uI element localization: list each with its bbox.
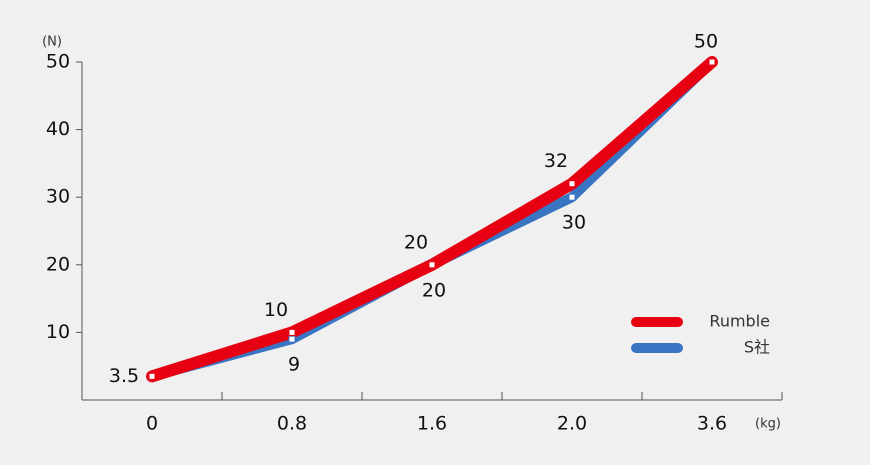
data-label: 3.5 [109,365,139,387]
point [288,335,296,343]
x-tick-label: 0 [146,413,158,435]
data-label: 9 [288,354,300,376]
x-tick-label: 3.6 [697,413,727,435]
data-label: 32 [544,150,568,172]
x-unit: (kg) [755,417,781,432]
y-tick-label: 50 [46,51,70,73]
x-tick-label: 1.6 [417,413,447,435]
point [568,180,576,188]
y-unit: (N) [42,35,62,50]
data-label: 30 [562,212,586,234]
y-tick-label: 30 [46,186,70,208]
x-tick-label: 2.0 [557,413,587,435]
point [428,261,436,269]
x-tick-label: 0.8 [277,413,307,435]
point [288,328,296,336]
y-tick-label: 10 [46,321,70,343]
legend-label: S社 [744,338,770,357]
point [148,372,156,380]
legend-label: Rumble [709,312,770,331]
point [708,58,716,66]
y-tick-label: 20 [46,253,70,275]
data-label: 20 [404,231,428,253]
data-label: 20 [422,279,446,301]
data-label: 50 [694,31,718,53]
point [568,193,576,201]
y-tick-label: 40 [46,118,70,140]
data-label: 10 [264,299,288,321]
